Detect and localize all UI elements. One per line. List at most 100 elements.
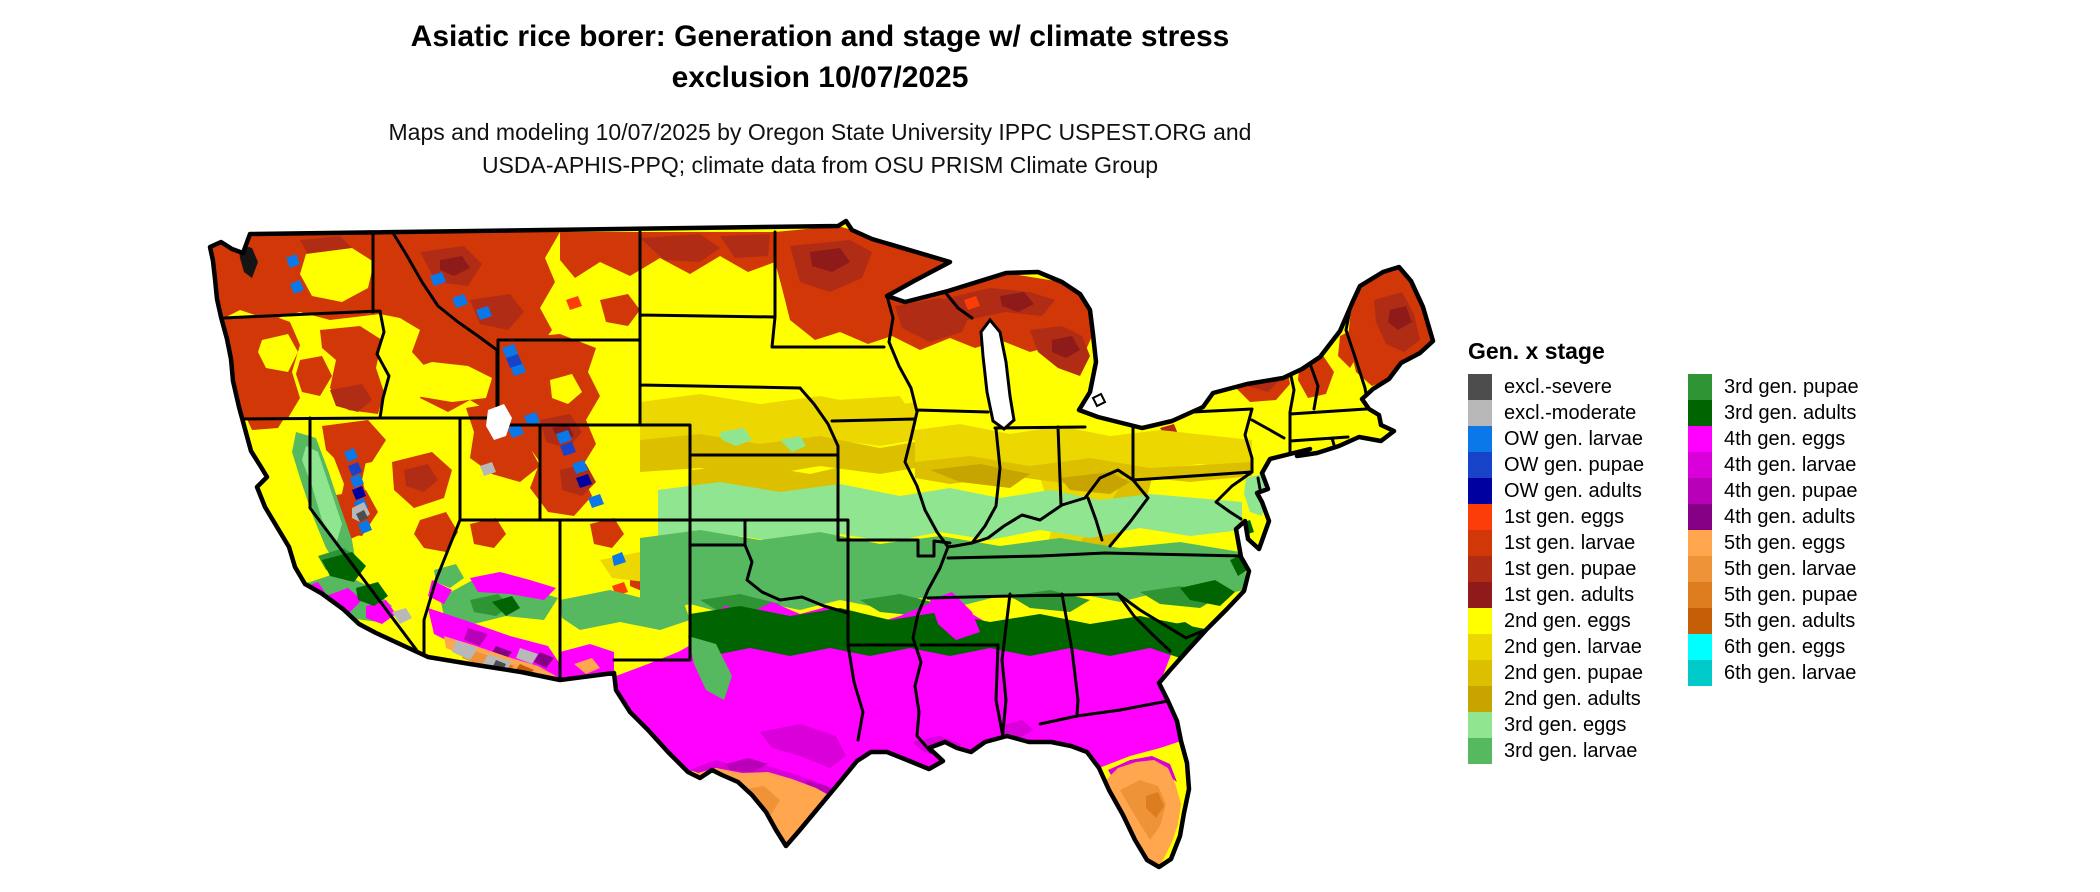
legend-swatch: [1688, 504, 1712, 530]
map-subtitle-line1: Maps and modeling 10/07/2025 by Oregon S…: [388, 119, 1252, 145]
legend-item: 2nd gen. larvae: [1468, 634, 1644, 660]
legend-item: 4th gen. pupae: [1688, 478, 1859, 504]
legend-item: 5th gen. pupae: [1688, 582, 1859, 608]
legend-item: 4th gen. larvae: [1688, 452, 1859, 478]
legend-label: 5th gen. pupae: [1724, 584, 1858, 606]
legend-title: Gen. x stage: [1468, 338, 1605, 364]
legend-column-right: 3rd gen. pupae 3rd gen. adults 4th gen. eg…: [1688, 374, 1859, 686]
legend-label: 5th gen. larvae: [1724, 558, 1857, 580]
map-title-line1: Asiatic rice borer: Generation and stage…: [410, 20, 1230, 53]
map-layer-1st-gen-pupae: [300, 234, 1420, 496]
legend-swatch: [1468, 478, 1492, 504]
legend-label: OW gen. pupae: [1504, 454, 1645, 476]
legend-item: 6th gen. eggs: [1688, 634, 1859, 660]
legend-item: 4th gen. adults: [1688, 504, 1859, 530]
legend-label: 4th gen. adults: [1724, 506, 1856, 528]
legend-swatch: [1688, 660, 1712, 686]
legend-item: OW gen. larvae: [1468, 426, 1644, 452]
legend-label: 2nd gen. larvae: [1504, 636, 1642, 658]
legend-swatch: [1468, 660, 1492, 686]
legend-item: 3rd gen. larvae: [1468, 738, 1644, 764]
legend-item: excl.-severe: [1468, 374, 1644, 400]
legend-item: 2nd gen. pupae: [1468, 660, 1644, 686]
legend-label: 5th gen. adults: [1724, 610, 1856, 632]
map-title-line2: exclusion 10/07/2025: [671, 61, 969, 94]
legend-item: 5th gen. adults: [1688, 608, 1859, 634]
legend-swatch: [1688, 556, 1712, 582]
legend-swatch: [1468, 530, 1492, 556]
legend-item: 6th gen. larvae: [1688, 660, 1859, 686]
state-borders: [222, 230, 1369, 754]
lake-st-clair: [1091, 392, 1107, 408]
legend-label: 6th gen. larvae: [1724, 662, 1857, 684]
legend-label: excl.-severe: [1504, 376, 1612, 398]
legend-item: 1st gen. eggs: [1468, 504, 1644, 530]
legend-swatch: [1468, 504, 1492, 530]
legend-label: 2nd gen. pupae: [1504, 662, 1644, 684]
map-layer-3rd-gen-eggs-valley: [302, 446, 342, 544]
map-layer-3rd-gen-pupae: [318, 548, 1220, 616]
legend-label: 4th gen. pupae: [1724, 480, 1858, 502]
legend-swatch: [1688, 478, 1712, 504]
legend-item: 3rd gen. eggs: [1468, 712, 1644, 738]
legend-swatch: [1688, 400, 1712, 426]
us-choropleth-map: [207, 218, 1436, 880]
legend-swatch: [1688, 426, 1712, 452]
lake-michigan: [979, 317, 1016, 431]
legend-item: 5th gen. larvae: [1688, 556, 1859, 582]
us-outline: [207, 218, 1436, 870]
legend-label: 4th gen. eggs: [1724, 428, 1846, 450]
legend-label: 4th gen. larvae: [1724, 454, 1857, 476]
map-subtitle-line2: USDA-APHIS-PPQ; climate data from OSU PR…: [481, 152, 1159, 178]
legend-swatch: [1468, 634, 1492, 660]
legend-item: 1st gen. larvae: [1468, 530, 1644, 556]
legend-item: 1st gen. pupae: [1468, 556, 1644, 582]
map-layer-3rd-gen-larvae-pecos: [688, 636, 732, 700]
legend-label: 1st gen. larvae: [1504, 532, 1636, 554]
map-layer-4th-gen-eggs-tongues: [930, 592, 980, 640]
legend-swatch: [1688, 608, 1712, 634]
legend-item: 4th gen. eggs: [1688, 426, 1859, 452]
legend-swatch: [1468, 400, 1492, 426]
legend-item: 3rd gen. pupae: [1688, 374, 1859, 400]
legend-swatch: [1468, 452, 1492, 478]
map-layer-3rd-gen-larvae: [292, 432, 1246, 630]
legend-label: 1st gen. pupae: [1504, 558, 1637, 580]
legend-swatch: [1468, 582, 1492, 608]
map-layer-excl-moderate: [352, 462, 538, 674]
legend-swatch: [1468, 686, 1492, 712]
legend-swatch: [1468, 374, 1492, 400]
legend-label: 3rd gen. adults: [1724, 402, 1857, 424]
legend-label: 3rd gen. eggs: [1504, 714, 1627, 736]
map-layer-6th-gen-larvae: [1136, 872, 1149, 880]
legend-label: OW gen. larvae: [1504, 428, 1643, 450]
legend-label: 2nd gen. adults: [1504, 688, 1641, 710]
legend-item: 2nd gen. eggs: [1468, 608, 1644, 634]
legend-item: excl.-moderate: [1468, 400, 1644, 426]
legend-item: 5th gen. eggs: [1688, 530, 1859, 556]
legend-label: OW gen. adults: [1504, 480, 1642, 502]
legend-item: 1st gen. adults: [1468, 582, 1644, 608]
legend-item: OW gen. adults: [1468, 478, 1644, 504]
map-layer-yellow-basins: [258, 248, 582, 404]
legend-swatch: [1688, 530, 1712, 556]
legend-label: 1st gen. adults: [1504, 584, 1635, 606]
legend-label: excl.-moderate: [1504, 402, 1637, 424]
legend-column-left: excl.-severe excl.-moderate OW gen. larvae…: [1468, 374, 1644, 764]
legend-label: 1st gen. eggs: [1504, 506, 1625, 528]
legend-swatch: [1468, 556, 1492, 582]
legend-swatch: [1688, 374, 1712, 400]
legend-swatch: [1688, 634, 1712, 660]
legend-item: OW gen. pupae: [1468, 452, 1644, 478]
legend-swatch: [1688, 452, 1712, 478]
legend-label: 6th gen. eggs: [1724, 636, 1846, 658]
map-layer-3rd-gen-adults: [322, 520, 1254, 658]
legend-item: 2nd gen. adults: [1468, 686, 1644, 712]
great-salt-lake: [486, 404, 512, 440]
legend-swatch: [1468, 608, 1492, 634]
legend-swatch: [1468, 426, 1492, 452]
map-subtitle: Maps and modeling 10/07/2025 by Oregon S…: [170, 116, 1470, 182]
legend-label: 3rd gen. pupae: [1724, 376, 1859, 398]
legend-label: 2nd gen. eggs: [1504, 610, 1631, 632]
